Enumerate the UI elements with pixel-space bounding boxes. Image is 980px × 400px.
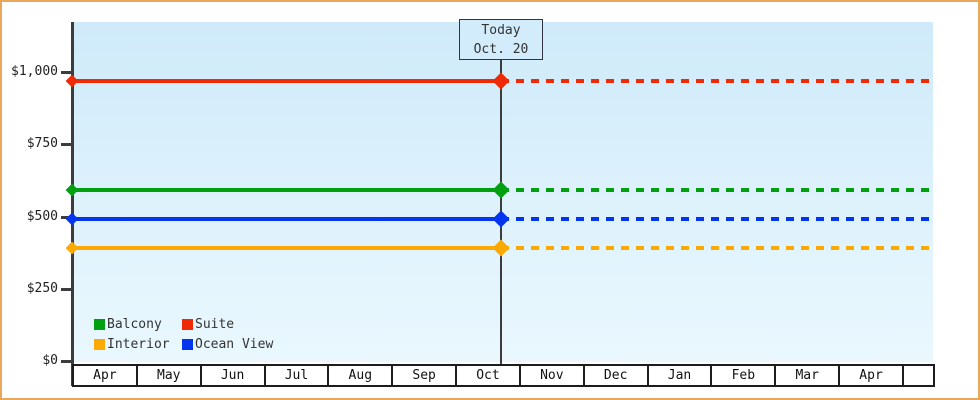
- series-line-dashed-ocean-view: [501, 217, 933, 222]
- today-date-label: Oct. 20: [473, 42, 529, 57]
- legend-item-suite: Suite: [182, 314, 273, 334]
- month-cell-dec: Dec: [582, 366, 647, 385]
- month-cell-may: May: [135, 366, 200, 385]
- series-line-solid-ocean-view: [72, 217, 501, 222]
- legend-item-ocean-view: Ocean View: [182, 334, 273, 354]
- legend-item-interior: Interior: [94, 334, 182, 354]
- y-tick-mark: [61, 71, 72, 74]
- month-cell-mar: Mar: [774, 366, 838, 385]
- y-tick-label: $750: [26, 136, 58, 152]
- legend-color-swatch-balcony: [94, 318, 105, 330]
- today-label-box: Today Oct. 20: [459, 19, 543, 60]
- y-axis-line: [71, 22, 74, 386]
- legend-label-balcony: Balcony: [107, 316, 162, 332]
- month-cell-feb: Feb: [710, 366, 774, 385]
- month-cell-oct: Oct: [455, 366, 519, 385]
- series-line-dashed-suite: [501, 78, 933, 83]
- series-line-solid-suite: [72, 78, 501, 83]
- month-cell-jun: Jun: [199, 366, 264, 385]
- month-cell-empty: [901, 366, 933, 385]
- legend-label-ocean-view: Ocean View: [195, 336, 274, 352]
- series-line-dashed-interior: [501, 246, 933, 251]
- legend-color-swatch-suite: [182, 318, 193, 330]
- month-cell-nov: Nov: [518, 366, 583, 385]
- legend-label-interior: Interior: [107, 336, 170, 352]
- y-tick-label: $250: [26, 280, 58, 296]
- series-line-dashed-balcony: [501, 188, 933, 193]
- legend-color-swatch-ocean-view: [182, 338, 193, 350]
- month-cell-sep: Sep: [391, 366, 455, 385]
- y-tick-label: $1,000: [11, 64, 58, 79]
- y-tick-mark: [61, 287, 72, 291]
- today-label: Today: [481, 23, 521, 38]
- series-line-solid-interior: [72, 246, 501, 251]
- legend-label-suite: Suite: [195, 316, 235, 332]
- month-cell-jul: Jul: [263, 366, 328, 385]
- series-line-solid-balcony: [72, 188, 501, 193]
- month-cell-apr: Apr: [72, 366, 136, 385]
- month-cell-apr: Apr: [838, 366, 902, 385]
- x-axis-month-row: Apr May Jun Jul Aug Sep Oct Nov Dec Jan Feb Mar Apr: [72, 364, 935, 387]
- legend: Balcony Suite Interior Ocean View: [94, 314, 273, 354]
- month-cell-jan: Jan: [646, 366, 711, 385]
- y-tick-mark: [61, 360, 72, 363]
- y-tick-label: $500: [26, 208, 58, 224]
- y-tick-mark: [61, 143, 72, 147]
- month-cell-aug: Aug: [327, 366, 391, 385]
- y-tick-label: $0: [42, 353, 58, 368]
- legend-item-balcony: Balcony: [94, 314, 182, 334]
- legend-color-swatch-interior: [94, 338, 105, 350]
